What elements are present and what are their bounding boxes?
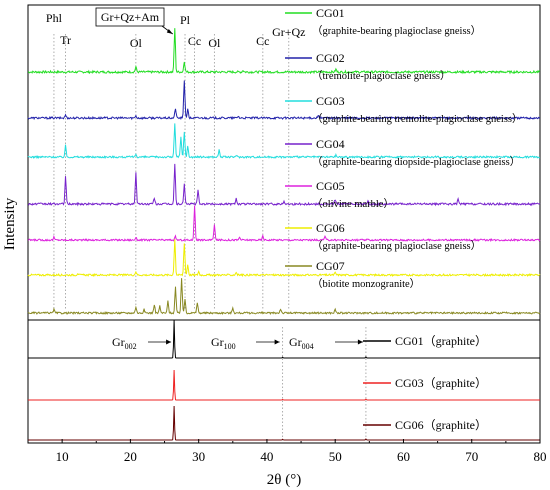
- legend-description: （graphite-bearing plagioclase gneiss）: [312, 25, 481, 37]
- series-line-cg01-graphite-: [28, 319, 540, 359]
- phase-label-arrowhead: [166, 29, 173, 34]
- y-axis-label: Intensity: [2, 197, 18, 250]
- series-line-cg03-graphite-: [28, 369, 540, 401]
- series-line-cg07: [27, 278, 541, 316]
- x-tick-label: 40: [260, 449, 273, 464]
- phase-label: Ol: [130, 36, 143, 50]
- x-tick-label: 60: [397, 449, 410, 464]
- x-axis-label: 2θ (°): [267, 472, 301, 488]
- graphite-peak-arrowhead: [274, 339, 280, 345]
- legend-label: CG01: [316, 6, 345, 20]
- x-tick-label: 80: [534, 449, 547, 464]
- graphite-peak-label: Gr004: [289, 335, 314, 351]
- x-tick-label: 10: [56, 449, 69, 464]
- phase-label: Cc: [188, 34, 201, 48]
- graphite-peak-arrowhead: [357, 339, 363, 345]
- graphite-peak-label: Gr002: [112, 335, 137, 351]
- phase-label: Tr: [60, 33, 71, 47]
- series-line-cg02: [27, 80, 541, 121]
- legend-label: CG05: [316, 179, 345, 193]
- x-tick-label: 50: [329, 449, 342, 464]
- graphite-peak-arrowhead: [166, 339, 172, 345]
- phase-label-box: [95, 7, 165, 27]
- legend-description: （biotite monzogranite）: [312, 278, 420, 290]
- phase-label: Gr+Qz+Am: [101, 10, 160, 24]
- legend-label: CG07: [316, 259, 345, 273]
- legend-label: CG03（graphite）: [395, 376, 487, 390]
- phase-label: Cc: [256, 34, 269, 48]
- legend-description: （olivine marble）: [312, 198, 394, 210]
- series-line-cg05: [27, 205, 541, 243]
- phase-label: Ol: [208, 36, 221, 50]
- legend-label: CG06: [316, 221, 345, 235]
- legend-description: （graphite-bearing tremolite-plagioclase …: [312, 113, 523, 125]
- legend-description: （graphite-bearing plagioclase gneiss）: [312, 240, 481, 252]
- series-line-cg06-graphite-: [28, 405, 540, 441]
- x-tick-label: 70: [465, 449, 478, 464]
- legend-label: CG06（graphite）: [395, 418, 487, 432]
- series-line-cg01: [27, 28, 541, 75]
- x-tick-label: 20: [124, 449, 137, 464]
- legend-label: CG02: [316, 51, 345, 65]
- plot-frame: [27, 4, 541, 444]
- x-tick-label: 30: [192, 449, 205, 464]
- phase-label: Pl: [180, 13, 191, 27]
- series-line-cg03: [27, 123, 541, 160]
- graphite-peak-label: Gr100: [211, 335, 236, 351]
- legend-label: CG03: [316, 94, 345, 108]
- legend-label: CG01（graphite）: [395, 334, 487, 348]
- series-line-cg06: [27, 239, 541, 278]
- legend-label: CG04: [316, 137, 345, 151]
- legend-description: （tremolite-plagioclase gneiss）: [312, 70, 451, 82]
- legend-description: （graphite-bearing diopside-plagioclase g…: [312, 156, 520, 168]
- series-line-cg04: [27, 163, 541, 207]
- phase-label: Phl: [46, 11, 63, 25]
- phase-label: Gr+Qz: [272, 25, 305, 39]
